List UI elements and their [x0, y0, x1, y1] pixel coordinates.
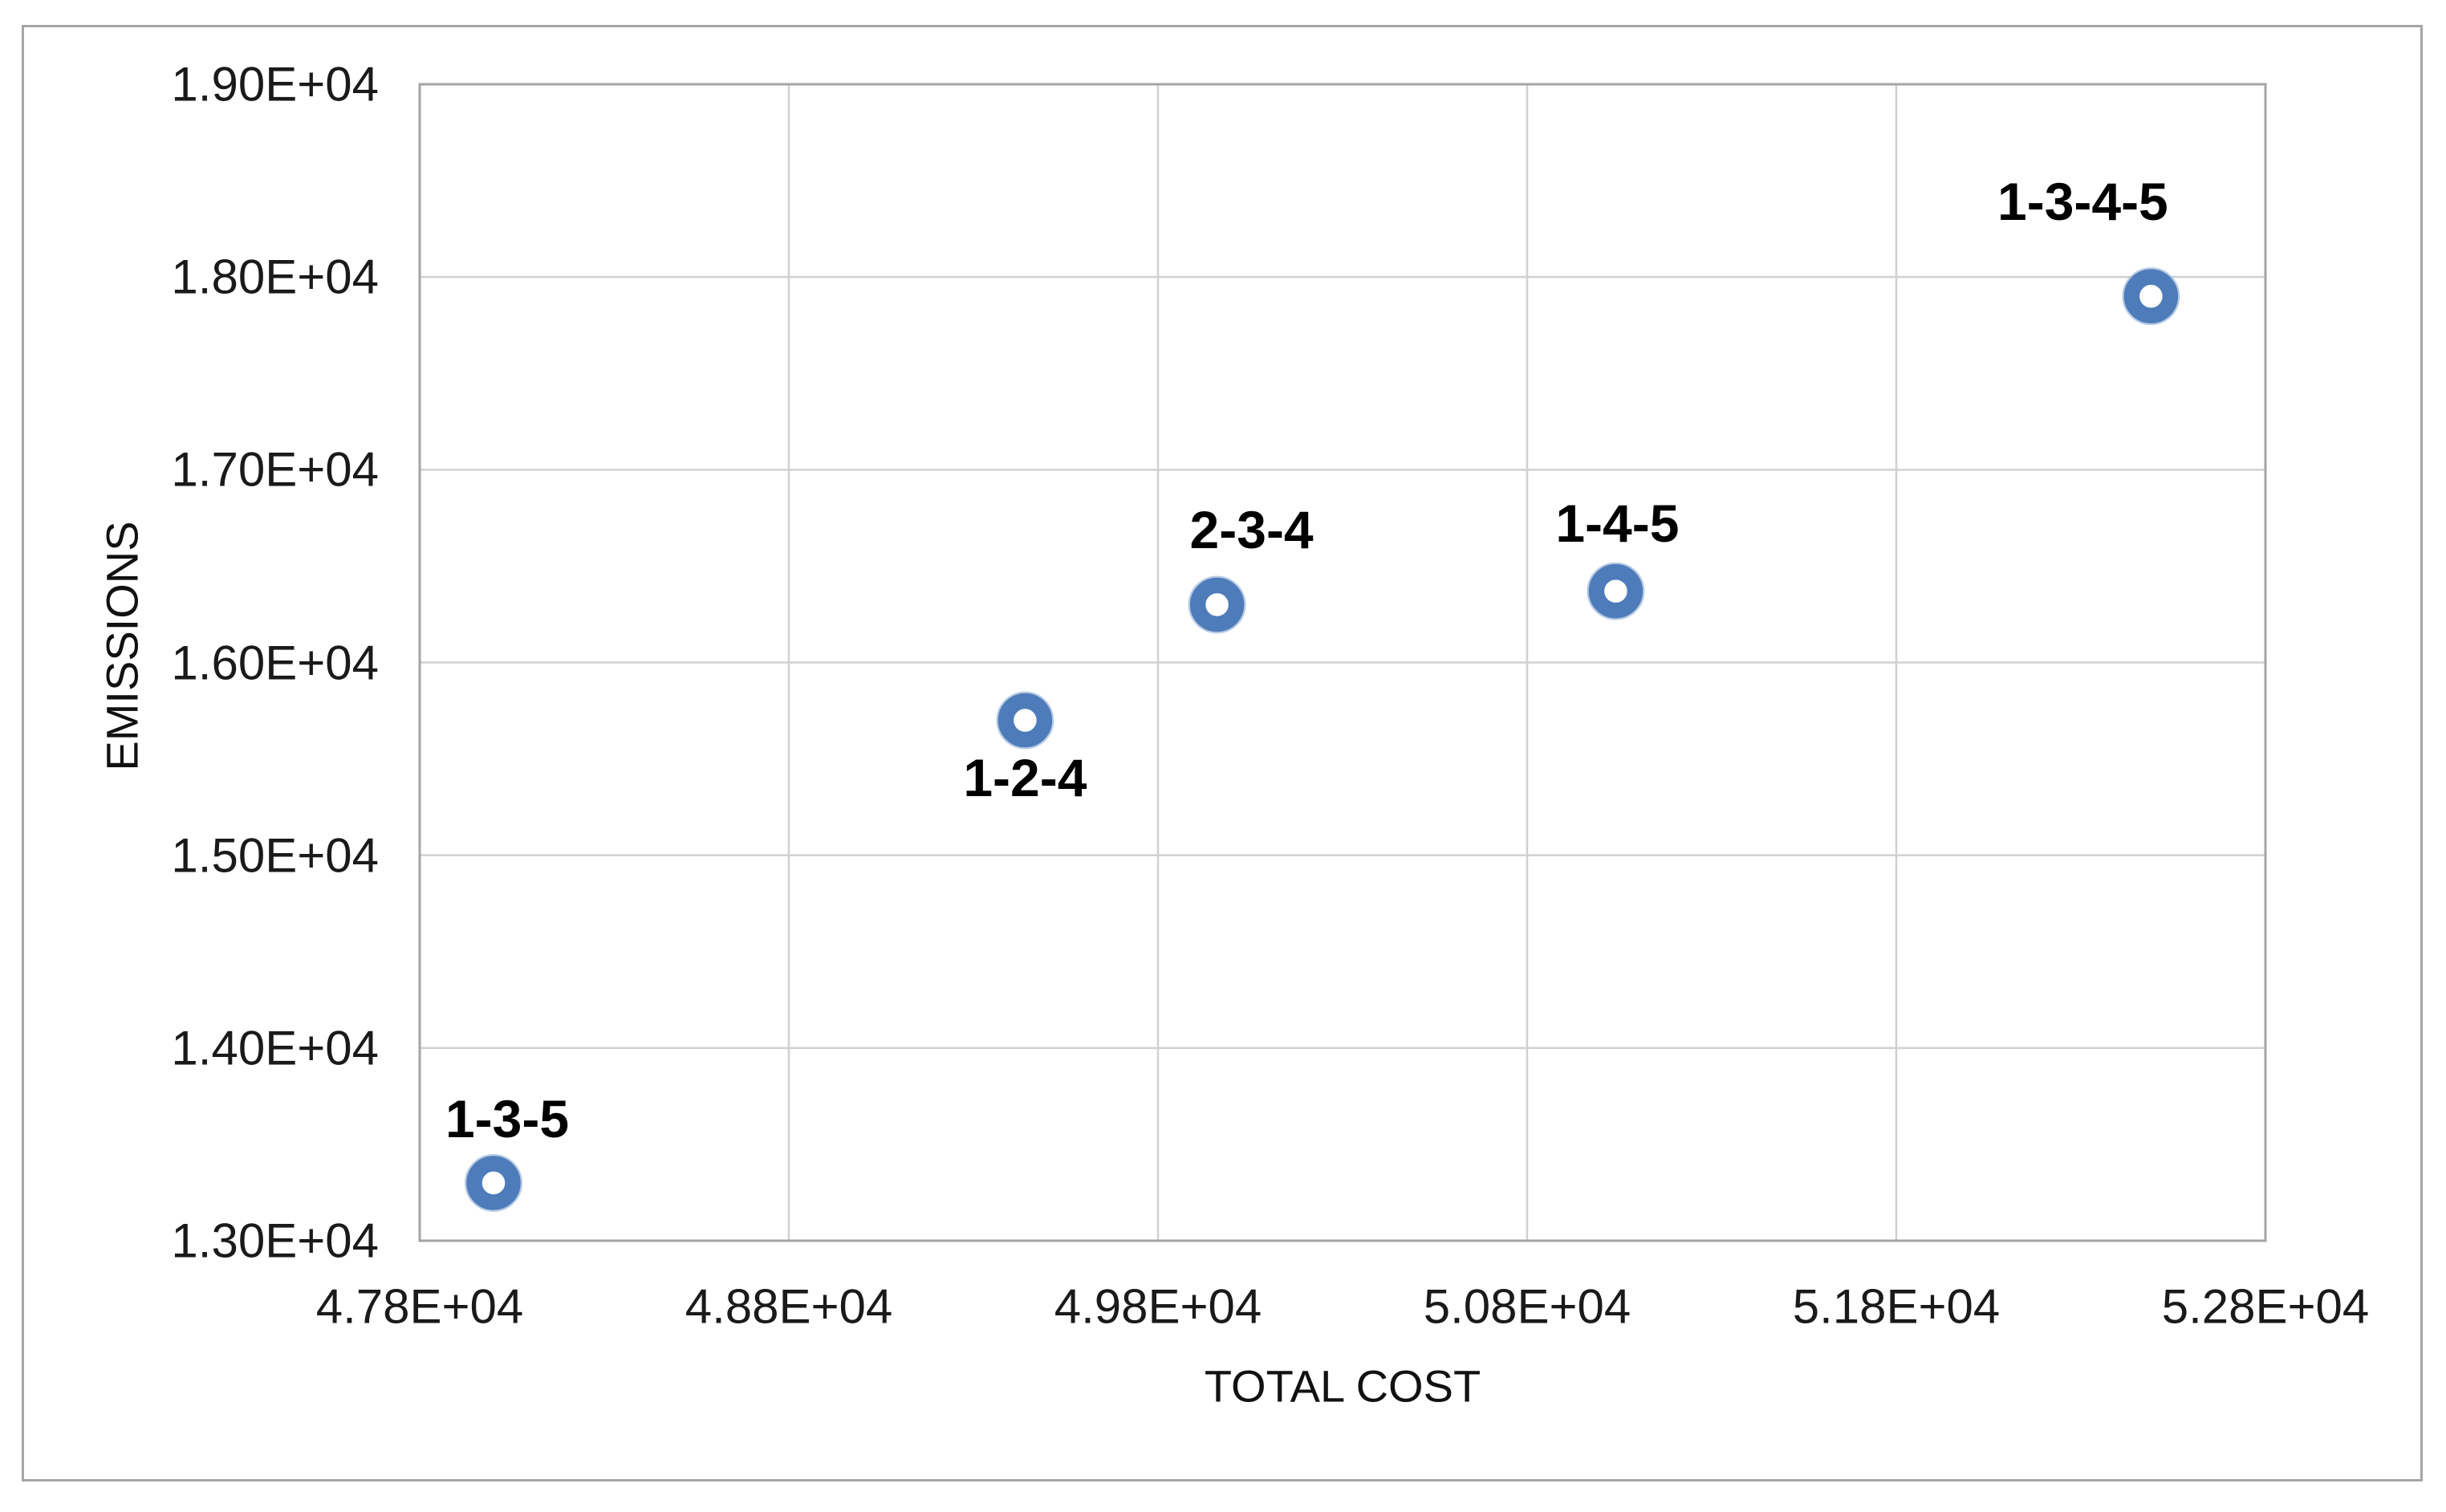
x-tick-label: 4.78E+04 [315, 1279, 524, 1334]
x-tick-label: 4.88E+04 [685, 1279, 893, 1334]
chart-outer-border [22, 25, 2423, 1482]
data-point-marker [2123, 269, 2179, 323]
x-tick-label: 5.28E+04 [2161, 1279, 2370, 1334]
x-tick-label: 5.08E+04 [1423, 1279, 1631, 1334]
data-point-label: 2-3-4 [1189, 500, 1314, 560]
data-point-label: 1-4-5 [1555, 493, 1680, 553]
x-tick-label: 4.98E+04 [1054, 1279, 1262, 1334]
data-point-marker [1588, 563, 1644, 619]
data-point-marker [1189, 577, 1245, 632]
y-tick-label: 1.60E+04 [171, 636, 379, 689]
plot-border [418, 83, 2267, 1242]
data-point-label: 1-2-4 [963, 747, 1087, 807]
y-tick-label: 1.80E+04 [171, 250, 379, 304]
y-tick-label: 1.70E+04 [171, 442, 379, 497]
data-point-marker [997, 693, 1053, 748]
y-tick-label: 1.90E+04 [171, 57, 379, 112]
y-axis-title: EMISSIONS [96, 521, 148, 771]
y-tick-label: 1.40E+04 [171, 1021, 379, 1075]
data-point-marker [466, 1156, 521, 1210]
data-point-label: 1-3-4-5 [1997, 172, 2168, 232]
y-tick-label: 1.30E+04 [171, 1213, 379, 1268]
x-tick-label: 5.18E+04 [1792, 1279, 2001, 1334]
x-axis-title: TOTAL COST [1204, 1360, 1481, 1412]
data-point-label: 1-3-5 [445, 1088, 570, 1148]
y-tick-label: 1.50E+04 [171, 828, 379, 883]
